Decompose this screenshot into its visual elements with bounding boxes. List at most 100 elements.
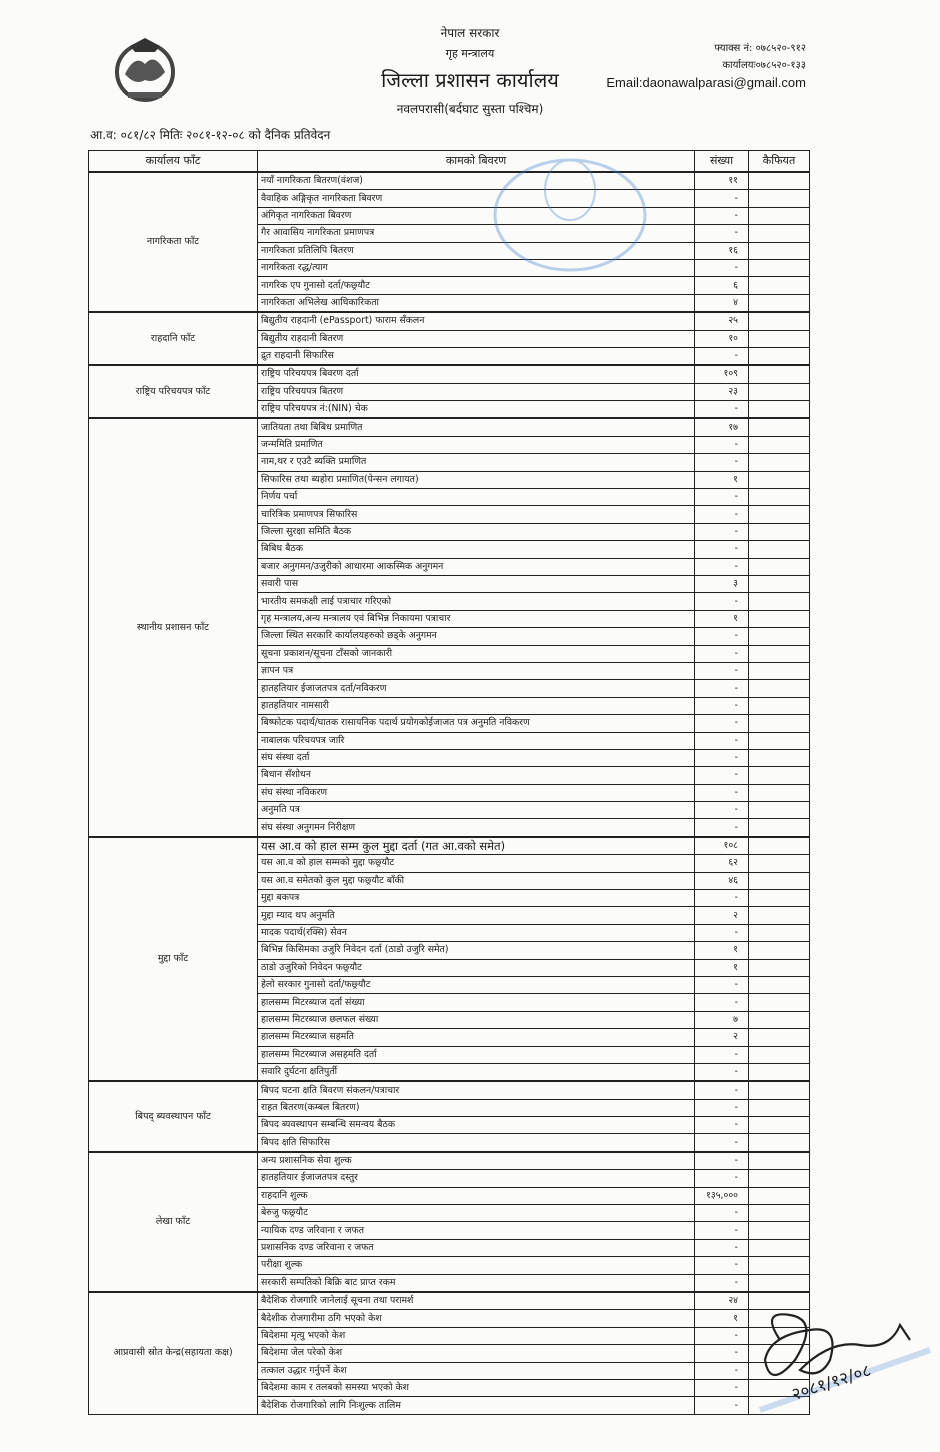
remarks-cell [748, 435, 810, 455]
remarks-cell [748, 453, 810, 472]
table-row: नागरिक एप गुनासो दर्ता/फछ्र्यौट ६ [89, 276, 810, 295]
remarks-cell [748, 206, 810, 226]
table-row: बिदेशमा जेल परेको केश - [89, 1344, 810, 1363]
remarks-cell [748, 258, 810, 278]
count-cell: - [694, 696, 749, 716]
table-row: राहदानि फाँट बिद्युतीय राहदानी (ePassport… [88, 311, 810, 366]
description-cell: अन्य प्रशासनिक सेवा शुल्क [257, 1150, 695, 1171]
description-cell: संघ संस्था दर्ता [257, 748, 695, 768]
remarks-cell [748, 470, 810, 490]
table-row: राहदानि शुल्क १३५,००० [89, 1186, 810, 1206]
count-cell: - [694, 889, 749, 908]
table-row: नाबालक परिचयपत्र जारि - [89, 731, 810, 750]
count-cell: - [694, 748, 749, 768]
description-cell: हालसम्म मिटरब्याज सहमति [257, 1028, 695, 1047]
description-cell: न्यायिक दण्ड जरिवाना र जफत [257, 1221, 695, 1240]
remarks-cell [748, 731, 810, 750]
description-cell: जिल्ला स्थित सरकारि कार्यालयहरुको छड्के … [257, 627, 695, 646]
table-row: प्रशासनिक दण्ड जरिवाना र जफत - [89, 1238, 810, 1258]
table-row: मुद्दा बकपत्र - [89, 889, 810, 908]
remarks-cell [748, 801, 810, 820]
remarks-cell [748, 417, 810, 437]
table-row: संघ संस्था अनुगमन निरीक्षण - [89, 818, 810, 838]
count-cell: - [694, 1221, 749, 1240]
remarks-cell [748, 557, 810, 576]
count-cell: - [694, 1062, 749, 1082]
remarks-cell [748, 364, 810, 384]
description-cell: बैदेशिक रोजगारिको लागि निःशुल्क तालिम [257, 1396, 695, 1415]
department-cell: राष्ट्रिय परिचयपत्र फाँट [88, 364, 258, 419]
table-row: बजार अनुगमन/उजुरीको आधारमा आकस्मिक अनुगम… [89, 557, 810, 576]
table-row: बिपद ब्यवस्थापन सम्बन्धि समन्वय बैठक - [89, 1116, 810, 1135]
remarks-cell [748, 889, 810, 908]
count-cell: - [694, 679, 749, 698]
description-cell: ज्ञापन पत्र [257, 661, 695, 681]
count-cell: २३ [694, 382, 749, 402]
description-cell: यस आ.व को हाल सम्मको मुद्दा फछ्र्यौट [257, 854, 695, 873]
count-cell: - [694, 801, 749, 820]
remarks-cell [748, 1238, 810, 1258]
count-cell: ७ [694, 1010, 749, 1030]
remarks-cell [748, 661, 810, 681]
table-row: राष्ट्रिय परिचयपत्र बितरण २३ [89, 382, 810, 402]
remarks-cell [748, 1273, 810, 1293]
description-cell: जातियता तथा बिबिध प्रमाणित [257, 417, 695, 437]
remarks-cell [748, 854, 810, 873]
remarks-cell [748, 1045, 810, 1064]
remarks-cell [748, 1256, 810, 1275]
count-cell: - [694, 1150, 749, 1171]
description-cell: हातहतियार नामसारी [257, 696, 695, 716]
description-cell: सवारी पास [257, 574, 695, 594]
count-cell: ४ [694, 293, 749, 313]
count-cell: - [694, 1080, 749, 1100]
count-cell: १३५,००० [694, 1186, 749, 1206]
remarks-cell [748, 522, 810, 542]
remarks-cell [748, 975, 810, 995]
remarks-cell [748, 1028, 810, 1047]
description-cell: बेरुजु फछ्र्यौट [257, 1204, 695, 1223]
table-row: लेखा फाँट अन्य प्रशासनिक सेवा शुल्क - [88, 1150, 810, 1293]
remarks-cell [748, 1010, 810, 1030]
table-row: बेरुजु फछ्र्यौट - [89, 1204, 810, 1223]
description-cell: द्रुत राहदानी सिफारिस [257, 346, 695, 366]
description-cell: राष्ट्रिय परिचयपत्र नं:(NIN) चेक [257, 400, 695, 419]
description-cell: बैदेशिक रोजगारि जानेलाई सूचना तथा परामर्… [257, 1291, 695, 1311]
remarks-cell [748, 276, 810, 295]
table-row: तत्काल उद्धार गर्नुपर्ने केश - [89, 1361, 810, 1380]
table-row: राष्ट्रिय परिचयपत्र नं:(NIN) चेक - [89, 400, 810, 419]
remarks-cell [748, 293, 810, 313]
column-header-remarks: कैफियत [748, 150, 810, 173]
count-cell: १०९ [694, 364, 749, 384]
description-cell: बिपद क्षति सिफारिस [257, 1133, 695, 1153]
description-cell: नागरिक एप गुनासो दर्ता/फछ्र्यौट [257, 276, 695, 295]
table-row: हातहतियार ईजाजतपत्र दस्तुर - [89, 1169, 810, 1188]
table-row: मुद्दा फाँट यस आ.व को हाल सम्म कुल मुद्दा… [88, 835, 810, 1082]
count-cell: - [694, 783, 749, 803]
count-cell: ११ [694, 171, 749, 191]
description-cell: बिभिन्न किसिमका उजुरि निवेदन दर्ता (ठाडो… [257, 941, 695, 960]
description-cell: जिल्ला सुरक्षा समिति बैठक [257, 522, 695, 542]
table-row: संघ संस्था नविकरण - [89, 783, 810, 803]
count-cell: - [694, 400, 749, 419]
description-cell: बिदेशमा मृत्यु भएको केश [257, 1326, 695, 1346]
remarks-cell [748, 871, 810, 891]
description-cell: राहत बितरण(कम्बल बितरण) [257, 1098, 695, 1118]
count-cell: - [694, 522, 749, 542]
description-cell: बिबिध बैठक [257, 540, 695, 559]
description-cell: गृह मन्त्रालय,अन्य मन्त्रालय एवं बिभिन्न… [257, 609, 695, 629]
column-header-department: कार्यालय फाँट [88, 150, 258, 173]
remarks-cell [748, 540, 810, 559]
count-cell: - [694, 206, 749, 226]
description-cell: बिदेशमा काम र तलबको समस्या भएको केश [257, 1378, 695, 1398]
remarks-cell [748, 1116, 810, 1135]
description-cell: सरकारी सम्पतिको बिक्रि बाट प्राप्त रकम [257, 1273, 695, 1293]
count-cell: १ [694, 958, 749, 977]
description-cell: मुद्दा बकपत्र [257, 889, 695, 908]
count-cell: - [694, 346, 749, 366]
count-cell: - [694, 1045, 749, 1064]
count-cell: - [694, 1256, 749, 1275]
count-cell: २ [694, 1028, 749, 1047]
remarks-cell [748, 923, 810, 943]
remarks-cell [748, 592, 810, 611]
table-row: परीक्षा शुल्क - [89, 1256, 810, 1275]
